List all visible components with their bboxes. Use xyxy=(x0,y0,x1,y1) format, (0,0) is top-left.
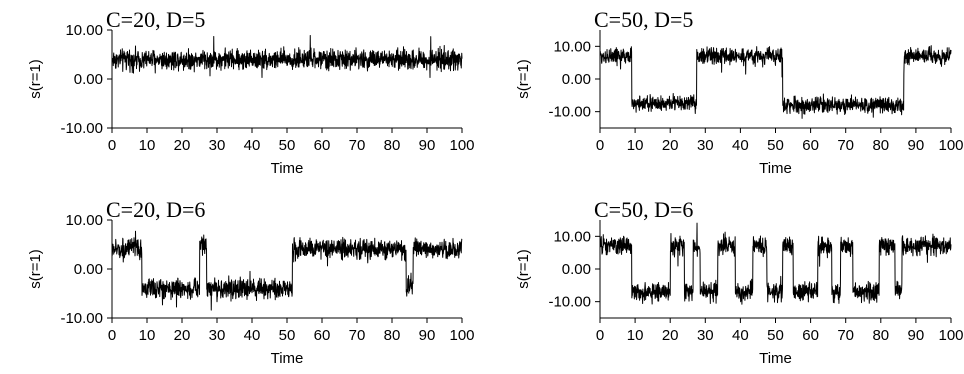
series-line-1 xyxy=(599,222,952,305)
x-tick-label: 40 xyxy=(732,327,749,344)
x-tick-label: 40 xyxy=(244,137,261,154)
y-tick-label: 10.00 xyxy=(553,228,591,245)
x-tick-label: 40 xyxy=(732,137,749,154)
y-tick-label: -10.00 xyxy=(60,120,103,137)
x-tick-label: 50 xyxy=(279,327,296,344)
series-line-1 xyxy=(111,230,463,311)
x-tick-label: 100 xyxy=(938,327,963,344)
chart-title: C=50, D=5 xyxy=(594,7,693,32)
chart-title: C=20, D=6 xyxy=(106,197,205,222)
x-tick-label: 10 xyxy=(627,327,644,344)
y-tick-label: 10.00 xyxy=(65,22,103,39)
x-tick-label: 60 xyxy=(802,137,819,154)
series-line-1 xyxy=(111,34,463,78)
x-tick-label: 100 xyxy=(938,137,963,154)
x-tick-label: 0 xyxy=(596,327,604,344)
x-tick-label: 70 xyxy=(349,137,366,154)
y-axis-label: s(r=1) xyxy=(27,59,44,99)
chart-title: C=50, D=6 xyxy=(594,197,693,222)
x-tick-label: 50 xyxy=(279,137,296,154)
x-tick-label: 20 xyxy=(174,327,191,344)
x-tick-label: 50 xyxy=(767,137,784,154)
x-tick-label: 90 xyxy=(908,327,925,344)
axis-frame xyxy=(599,30,951,129)
y-tick-label: -10.00 xyxy=(60,310,103,327)
series-line-1 xyxy=(599,45,952,119)
x-tick-label: 100 xyxy=(449,137,474,154)
chart-panel-4: C=50, D=6 0 10 20 30 40 50 60 70 80 90 100 10.00 0.00… xyxy=(515,197,964,367)
x-tick-label: 30 xyxy=(697,327,714,344)
y-tick-label: 0.00 xyxy=(74,261,103,278)
x-axis-label: Time xyxy=(271,350,304,367)
x-tick-label: 0 xyxy=(596,137,604,154)
x-tick-label: 0 xyxy=(108,327,116,344)
x-tick-label: 90 xyxy=(419,327,436,344)
x-tick-label: 20 xyxy=(662,137,679,154)
y-tick-label: -10.00 xyxy=(548,294,591,311)
x-tick-label: 30 xyxy=(209,137,226,154)
x-tick-label: 30 xyxy=(209,327,226,344)
axis-frame xyxy=(111,220,462,319)
x-axis-label: Time xyxy=(271,160,304,177)
x-tick-label: 70 xyxy=(349,327,366,344)
x-tick-label: 80 xyxy=(872,327,889,344)
x-tick-label: 70 xyxy=(837,327,854,344)
y-axis-label: s(r=1) xyxy=(27,249,44,289)
x-tick-label: 20 xyxy=(174,137,191,154)
x-tick-label: 40 xyxy=(244,327,261,344)
x-tick-label: 100 xyxy=(449,327,474,344)
x-tick-label: 80 xyxy=(384,137,401,154)
x-tick-label: 70 xyxy=(837,137,854,154)
x-tick-label: 10 xyxy=(139,327,156,344)
y-tick-label: 10.00 xyxy=(65,212,103,229)
chart-panel-2: C=50, D=5 0 10 20 30 40 50 60 70 80 90 100 10.00 0.00… xyxy=(515,7,964,177)
chart-panel-3: C=20, D=6 0 10 20 30 40 50 60 70 80 90 100 10.00 0.00… xyxy=(27,197,475,367)
x-axis-label: Time xyxy=(759,350,792,367)
x-tick-label: 20 xyxy=(662,327,679,344)
x-tick-label: 0 xyxy=(108,137,116,154)
y-tick-label: 10.00 xyxy=(553,38,591,55)
x-tick-label: 30 xyxy=(697,137,714,154)
x-tick-label: 90 xyxy=(908,137,925,154)
y-tick-label: -10.00 xyxy=(548,104,591,121)
x-tick-label: 10 xyxy=(139,137,156,154)
y-axis-label: s(r=1) xyxy=(515,249,532,289)
chart-title: C=20, D=5 xyxy=(106,7,205,32)
x-tick-label: 10 xyxy=(627,137,644,154)
x-tick-label: 90 xyxy=(419,137,436,154)
y-tick-label: 0.00 xyxy=(74,71,103,88)
chart-panel-1: C=20, D=5 0 10 20 30 40 50 60 70 80 90 100 10.00 0.00… xyxy=(27,7,475,177)
x-tick-label: 80 xyxy=(872,137,889,154)
x-tick-label: 60 xyxy=(314,327,331,344)
x-tick-label: 60 xyxy=(314,137,331,154)
x-tick-label: 50 xyxy=(767,327,784,344)
x-tick-label: 80 xyxy=(384,327,401,344)
axis-frame xyxy=(111,30,462,129)
y-tick-label: 0.00 xyxy=(562,261,591,278)
x-tick-label: 60 xyxy=(802,327,819,344)
y-tick-label: 0.00 xyxy=(562,71,591,88)
y-axis-label: s(r=1) xyxy=(515,59,532,99)
x-axis-label: Time xyxy=(759,160,792,177)
